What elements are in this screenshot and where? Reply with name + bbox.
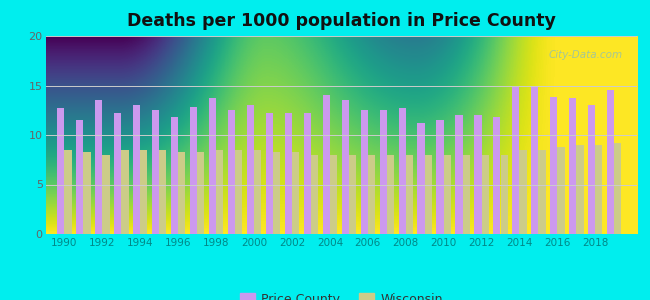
Bar: [349, 155, 356, 234]
Legend: Price County, Wisconsin: Price County, Wisconsin: [235, 288, 448, 300]
Bar: [95, 100, 102, 234]
Bar: [304, 113, 311, 234]
Bar: [577, 145, 584, 234]
Bar: [152, 110, 159, 234]
Bar: [398, 108, 406, 234]
Bar: [197, 152, 204, 234]
Bar: [159, 150, 166, 234]
Bar: [595, 145, 603, 234]
Bar: [122, 150, 129, 234]
Bar: [171, 117, 178, 234]
Bar: [83, 152, 90, 234]
Bar: [140, 150, 148, 234]
Bar: [330, 155, 337, 234]
Bar: [64, 150, 72, 234]
Bar: [500, 155, 508, 234]
Bar: [209, 98, 216, 234]
Bar: [103, 155, 110, 234]
Bar: [216, 150, 224, 234]
Bar: [550, 98, 557, 234]
Bar: [342, 100, 349, 234]
Bar: [380, 110, 387, 234]
Bar: [178, 152, 185, 234]
Bar: [292, 152, 299, 234]
Bar: [569, 98, 577, 234]
Bar: [57, 108, 64, 234]
Bar: [406, 155, 413, 234]
Bar: [607, 90, 614, 234]
Bar: [361, 110, 368, 234]
Bar: [443, 155, 451, 234]
Bar: [254, 150, 261, 234]
Bar: [273, 152, 280, 234]
Bar: [436, 120, 443, 234]
Bar: [588, 105, 595, 234]
Bar: [114, 113, 122, 234]
Bar: [424, 155, 432, 234]
Bar: [368, 155, 375, 234]
Bar: [133, 105, 140, 234]
Bar: [417, 123, 424, 234]
Bar: [76, 120, 83, 234]
Bar: [235, 150, 242, 234]
Bar: [538, 150, 545, 234]
Bar: [190, 107, 197, 234]
Bar: [493, 117, 501, 234]
Bar: [614, 143, 621, 234]
Bar: [519, 150, 526, 234]
Bar: [266, 113, 273, 234]
Bar: [482, 155, 489, 234]
Bar: [322, 95, 330, 234]
Bar: [285, 113, 292, 234]
Bar: [311, 155, 318, 234]
Bar: [463, 155, 470, 234]
Bar: [387, 155, 394, 234]
Text: City-Data.com: City-Data.com: [548, 50, 622, 60]
Bar: [531, 85, 538, 234]
Bar: [456, 115, 463, 234]
Bar: [512, 88, 519, 234]
Bar: [558, 147, 565, 234]
Title: Deaths per 1000 population in Price County: Deaths per 1000 population in Price Coun…: [127, 12, 556, 30]
Bar: [474, 115, 482, 234]
Bar: [228, 110, 235, 234]
Bar: [247, 105, 254, 234]
